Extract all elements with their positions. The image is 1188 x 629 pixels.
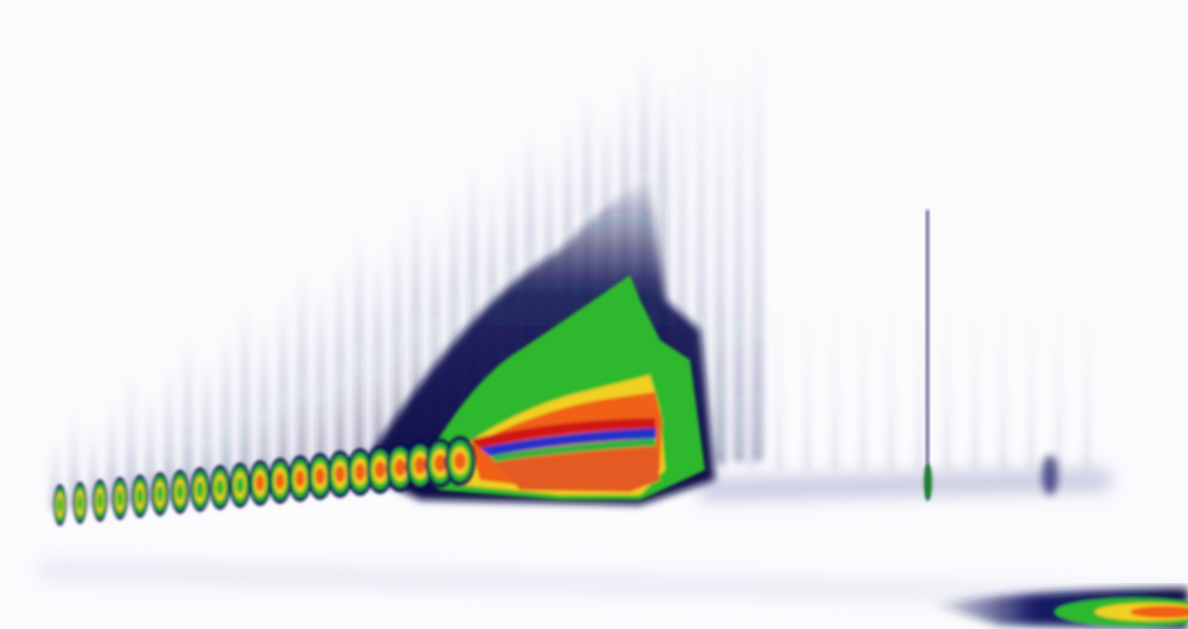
faint-streak	[972, 300, 978, 470]
streak	[753, 41, 763, 461]
blob-core	[395, 459, 406, 476]
tail-blob	[1042, 455, 1058, 495]
blob-core	[454, 452, 466, 469]
blob-core	[196, 482, 203, 498]
faint-streak	[1028, 300, 1034, 470]
faint-streak	[1000, 300, 1006, 470]
faint-streak	[1056, 300, 1062, 470]
blob-core	[295, 470, 304, 487]
blob-core	[355, 464, 365, 481]
faint-streak	[720, 300, 726, 470]
blob-core	[117, 491, 123, 507]
blob-core	[77, 495, 82, 511]
blob-core	[216, 479, 224, 495]
faint-streak	[804, 300, 810, 470]
blob-core	[276, 473, 285, 490]
faint-streak	[1084, 300, 1090, 470]
blob-core	[335, 466, 345, 483]
spectrogram	[0, 0, 1188, 629]
blob-core	[157, 486, 164, 502]
blob-core	[58, 497, 63, 512]
blob-core	[97, 493, 103, 509]
page: (() => { const svg = document.getElement…	[0, 0, 1188, 629]
faint-streak	[776, 300, 782, 470]
blob-core	[256, 475, 264, 491]
blob-core	[315, 468, 324, 485]
faint-streak	[748, 300, 754, 470]
line-blob	[924, 464, 932, 500]
faint-streak	[916, 300, 922, 470]
streak	[734, 57, 744, 462]
blob-core	[375, 461, 386, 478]
blob-core	[434, 455, 446, 472]
blob-core	[137, 488, 143, 504]
faint-streak	[832, 300, 838, 470]
thin-line	[926, 210, 929, 500]
faint-streak	[888, 300, 894, 470]
blob-core	[177, 484, 184, 500]
faint-streak	[860, 300, 866, 470]
blob-core	[236, 477, 244, 493]
blob-core	[414, 457, 425, 474]
faint-streak	[944, 300, 950, 470]
